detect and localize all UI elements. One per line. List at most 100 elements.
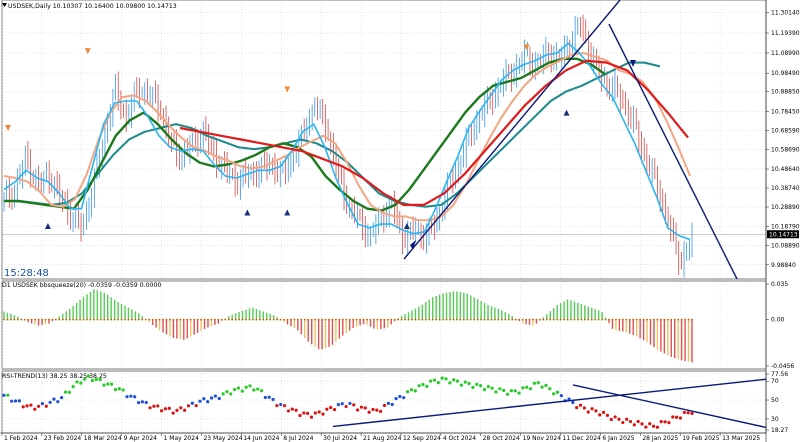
rsi-dot [536,381,540,385]
squeeze-dot [646,318,648,321]
bbsqueeze-panel[interactable]: D1 USDSEK bbsqueeze(20) -0.0359 -0.0359 … [2,282,693,363]
squeeze-dot [359,318,362,321]
rsi-dot [302,411,306,415]
squeeze-dot [490,318,493,321]
rsi-dot [159,409,164,413]
rsi-dot [213,394,217,398]
squeeze-dot [407,318,410,321]
rsi-trend-panel[interactable]: RSI-TREND(13) 38.25 38.25 38.25 [2,373,767,429]
rsi-dot [21,405,25,409]
squeeze-dot [390,318,393,321]
y-tick-label: 11.08990 [771,50,800,57]
squeeze-dot [677,318,680,321]
squeeze-dot [542,318,545,321]
squeeze-dot [352,318,355,321]
squeeze-dot [279,318,282,321]
rsi-dot [575,405,579,410]
rsi-dot [621,420,625,425]
rsi-trend-lines[interactable] [332,378,767,429]
rsi-dot [594,409,598,413]
squeeze-dot [331,318,334,321]
rsi-dot [632,423,636,427]
squeeze-dot [414,318,417,321]
squeeze-dot [431,318,434,321]
rsi-dot [613,415,617,419]
collapse-triangle-icon[interactable] [2,3,7,7]
x-tick-label: 21 Aug 2024 [363,435,402,442]
rsi-dot [282,404,287,408]
rsi-dot [225,389,229,394]
squeeze-dot [583,318,586,321]
squeeze-dot [186,318,189,321]
squeeze-dot [362,318,365,321]
squeeze-dot [366,318,368,321]
rsi-dot [190,401,194,405]
squeeze-dot [131,318,133,321]
rsi-dot [63,390,68,394]
squeeze-dot [234,318,237,321]
clock-label: 15:28:48 [4,268,49,279]
y-tick-label: 10.68590 [771,128,800,135]
time-axis: 1 Feb 2024 23 Feb 2024 18 Mar 2024 9 Apr 20… [1,433,760,442]
squeeze-dot [411,318,413,321]
rsi-dot [198,399,202,403]
rsi-dot [67,390,71,394]
x-tick-label: 13 Mar 2025 [722,435,760,442]
rsi-dot [582,406,586,410]
rsi-dot [98,377,102,382]
sell-arrow-icon [284,86,291,93]
rsi-dot [628,419,633,424]
rsi-dot [440,376,444,380]
rsi-dot [229,392,233,396]
squeeze-dot [476,318,479,321]
rsi-y-tick-label: 77.56 [771,371,788,378]
squeeze-dot [182,318,185,321]
squeeze-dot [148,318,151,321]
rsi-dot [194,404,198,408]
rsi-dot [309,415,314,419]
squeeze-dot [473,318,476,321]
squeeze-dot [44,318,47,321]
rsi-dot [648,422,652,426]
squeeze-dot [666,318,669,321]
squeeze-dot [324,318,327,321]
trend-lines[interactable] [403,0,738,280]
x-tick-label: 19 Nov 2024 [523,435,562,442]
x-tick-label: 23 May 2024 [203,435,242,442]
squeeze-dot [151,318,154,321]
squeeze-dot [172,318,175,321]
rsi-dot [459,383,463,387]
rsi-dot [494,390,498,394]
rsi-dot [663,420,667,424]
rsi-dot [417,384,421,388]
squeeze-dot [137,318,140,321]
rsi-dot [352,403,356,407]
rsi-dot [321,412,325,416]
rsi-dot [79,381,83,385]
rsi-dot [509,389,513,393]
y-tick-label: 10.18790 [771,223,800,230]
rsi-dot [33,407,37,411]
rsi-dot [475,382,479,386]
rsi-dot [148,406,152,410]
squeeze-dot [54,318,57,321]
rsi-dot [121,388,125,392]
squeeze-dot [663,318,666,321]
squeeze-dot [258,318,261,321]
buy-arrow-icon [44,223,51,230]
squeeze-dot [286,318,289,321]
rsi-trend-line-down [572,384,767,429]
price-axis: 11.30140 11.19390 11.08990 10.98490 10.88850… [766,9,800,434]
squeeze-dot [435,318,438,321]
main-price-panel[interactable]: USDSEK,Daily 10.10307 10.16400 10.09800 … [2,0,738,280]
rsi-dot [605,413,610,417]
squeeze-dot [307,318,310,321]
x-tick-label: 12 Sep 2024 [403,435,441,442]
rsi-dot [379,409,383,413]
squeeze-dot [587,318,590,321]
rsi-dot [640,422,644,426]
y-tick-label: 10.78450 [771,109,800,116]
rsi-dot [90,378,95,383]
rsi-y-tick-label: 18.27 [771,427,788,434]
